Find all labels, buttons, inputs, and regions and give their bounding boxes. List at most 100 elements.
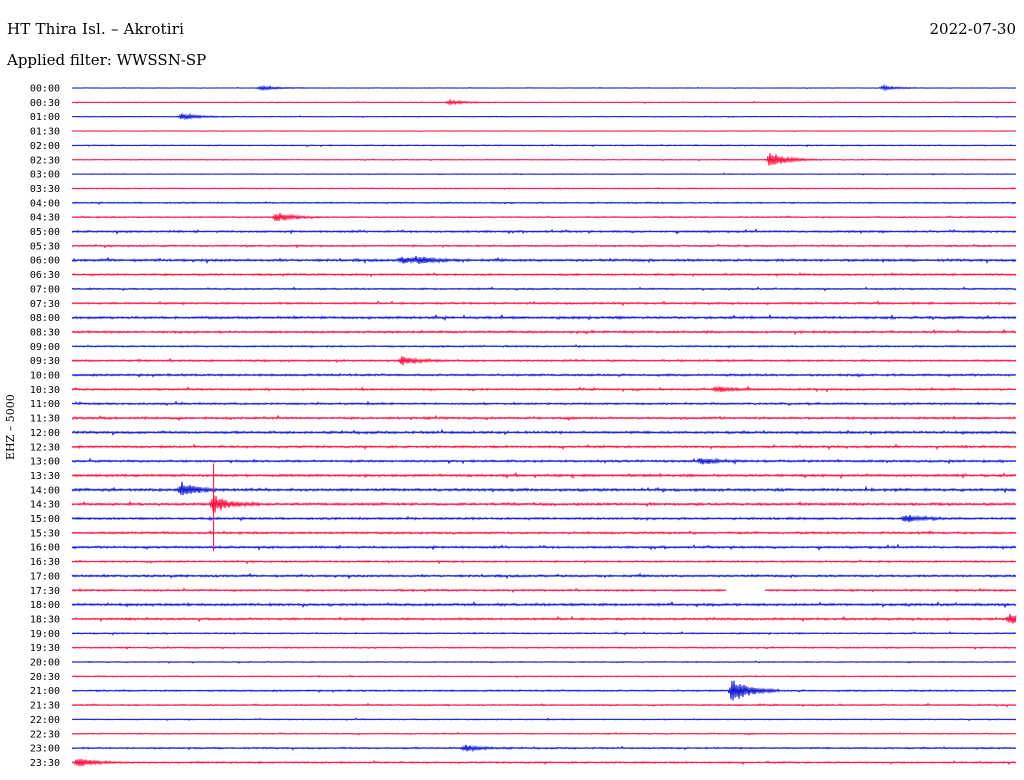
seismic-trace: [71, 228, 1017, 235]
seismic-trace: [71, 255, 1017, 265]
seismic-trace: [71, 645, 1017, 650]
seismic-trace: [71, 112, 1017, 121]
time-tick-label: 17:00: [30, 571, 60, 582]
seismic-trace: [71, 372, 1017, 378]
seismic-trace: [71, 143, 1017, 148]
seismic-trace: [71, 559, 1017, 565]
time-tick-label: 08:30: [30, 327, 60, 338]
seismic-trace: [71, 457, 1017, 465]
seismic-trace: [71, 152, 1017, 166]
seismic-trace: [71, 529, 1017, 536]
time-tick-label: 20:30: [30, 672, 60, 683]
time-tick-label: 09:30: [30, 356, 60, 367]
seismic-trace: [71, 587, 1017, 594]
seismic-trace: [71, 212, 1017, 222]
seismic-trace: [71, 600, 1017, 609]
time-tick-label: 15:00: [30, 514, 60, 525]
seismic-trace: [71, 680, 1017, 701]
time-tick-label: 21:30: [30, 701, 60, 712]
seismic-trace: [71, 98, 1017, 107]
time-tick-label: 04:30: [30, 213, 60, 224]
seismic-trace: [71, 495, 1017, 513]
time-tick-label: 10:30: [30, 385, 60, 396]
time-tick-label: 02:00: [30, 141, 60, 152]
time-tick-label: 08:00: [30, 313, 60, 324]
time-tick-label: 13:00: [30, 457, 60, 468]
time-tick-label: 23:30: [30, 758, 60, 769]
seismic-trace: [71, 286, 1017, 292]
time-tick-label: 18:00: [30, 600, 60, 611]
time-tick-label: 09:00: [30, 342, 60, 353]
seismic-trace: [71, 201, 1017, 205]
time-tick-label: 03:30: [30, 184, 60, 195]
station-title: HT Thira Isl. – Akrotiri: [7, 20, 185, 38]
time-tick-label: 00:00: [30, 84, 60, 95]
seismic-trace: [71, 300, 1017, 307]
seismic-trace: [71, 83, 1017, 92]
time-tick-label: 21:00: [30, 686, 60, 697]
time-tick-label: 04:00: [30, 198, 60, 209]
time-tick-label: 12:30: [30, 442, 60, 453]
seismic-trace: [71, 744, 1017, 753]
seismic-trace: [71, 313, 1017, 322]
time-tick-label: 05:00: [30, 227, 60, 238]
time-tick-label: 14:30: [30, 500, 60, 511]
time-tick-label: 07:30: [30, 299, 60, 310]
seismic-trace: [71, 344, 1017, 349]
time-tick-label: 00:30: [30, 98, 60, 109]
time-tick-label: 10:00: [30, 371, 60, 382]
time-tick-label: 03:00: [30, 170, 60, 181]
plot-date: 2022-07-30: [929, 20, 1016, 38]
seismic-trace: [71, 660, 1017, 664]
seismic-trace: [71, 471, 1017, 480]
time-tick-label: 19:30: [30, 643, 60, 654]
time-tick-label: 01:00: [30, 112, 60, 123]
seismic-trace: [71, 428, 1017, 437]
time-tick-label: 23:00: [30, 744, 60, 755]
seismic-trace: [71, 172, 1017, 176]
seismic-trace: [71, 572, 1017, 580]
seismic-trace: [71, 702, 1017, 708]
time-tick-label: 02:30: [30, 155, 60, 166]
time-tick-label: 14:00: [30, 485, 60, 496]
time-tick-label: 05:30: [30, 241, 60, 252]
time-tick-label: 15:30: [30, 528, 60, 539]
seismic-trace: [71, 414, 1017, 422]
seismic-trace: [71, 129, 1017, 133]
seismic-trace: [71, 443, 1017, 451]
seismic-trace: [71, 717, 1017, 721]
time-tick-label: 07:00: [30, 284, 60, 295]
time-tick-label: 22:30: [30, 729, 60, 740]
seismic-trace: [71, 186, 1017, 190]
time-tick-label: 06:00: [30, 256, 60, 267]
seismic-trace: [71, 272, 1017, 278]
seismic-trace: [71, 613, 1017, 624]
seismic-trace: [71, 731, 1017, 736]
seismic-trace: [71, 758, 1017, 767]
time-tick-label: 01:30: [30, 127, 60, 138]
seismic-trace: [71, 514, 1017, 523]
time-tick-label: 17:30: [30, 586, 60, 597]
time-tick-label: 11:30: [30, 414, 60, 425]
seismic-trace: [71, 631, 1017, 636]
time-tick-label: 19:00: [30, 629, 60, 640]
time-tick-label: 18:30: [30, 614, 60, 625]
seismic-trace: [71, 543, 1017, 551]
seismic-trace: [71, 400, 1017, 407]
seismic-trace: [71, 674, 1017, 678]
time-tick-label: 06:30: [30, 270, 60, 281]
applied-filter-label: Applied filter: WWSSN-SP: [7, 51, 207, 69]
time-tick-label: 12:00: [30, 428, 60, 439]
time-tick-label: 22:00: [30, 715, 60, 726]
time-tick-label: 16:00: [30, 543, 60, 554]
time-tick-label: 13:30: [30, 471, 60, 482]
time-tick-label: 16:30: [30, 557, 60, 568]
time-tick-label: 11:00: [30, 399, 60, 410]
seismic-trace: [71, 356, 1017, 366]
seismic-trace: [71, 243, 1017, 249]
time-tick-label: 20:00: [30, 658, 60, 669]
seismic-trace: [71, 481, 1017, 496]
seismic-trace: [71, 385, 1017, 393]
seismic-trace: [71, 328, 1017, 336]
